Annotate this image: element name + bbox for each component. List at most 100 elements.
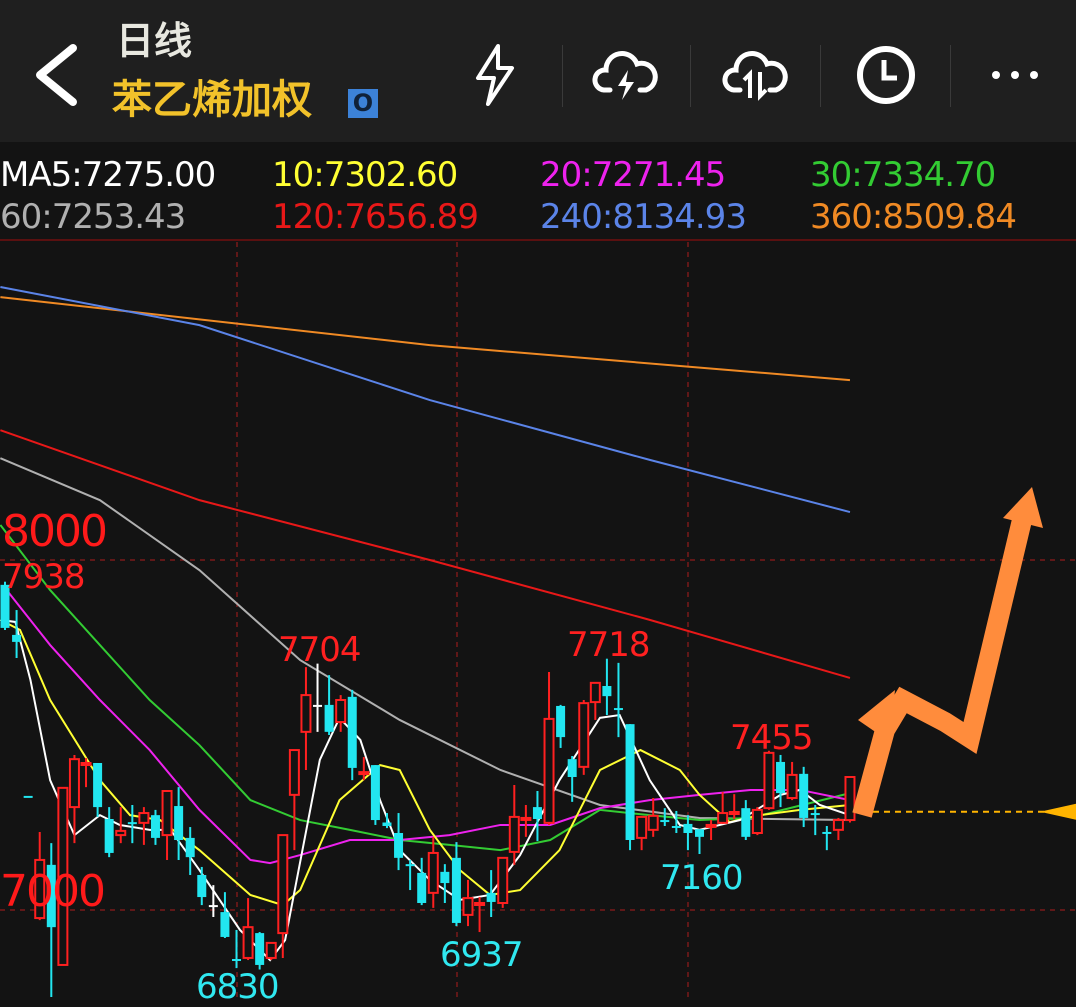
candle (313, 663, 323, 732)
candle (324, 675, 334, 735)
candle (532, 791, 542, 842)
candle-body (451, 857, 461, 923)
back-chevron-icon[interactable] (28, 40, 88, 110)
candle (265, 941, 277, 961)
top-bar: 日线 苯乙烯加权 O (0, 0, 1076, 142)
candle (751, 807, 763, 836)
candle-body (34, 858, 46, 920)
candle-body (763, 751, 775, 810)
candle-body (232, 959, 241, 961)
high-label: 7938 (2, 557, 86, 597)
candle (358, 757, 370, 781)
ma-legend-item: 10:7302.60 (272, 155, 458, 195)
low-label: 6937 (440, 935, 524, 975)
high-label: 7718 (567, 625, 651, 665)
low-label: 7160 (660, 858, 744, 898)
candle (556, 704, 566, 748)
candle-body (0, 584, 10, 628)
candle (717, 792, 729, 824)
candle (150, 809, 160, 845)
separator (950, 45, 951, 107)
candle (405, 859, 415, 891)
clock-icon[interactable] (851, 40, 921, 110)
lightning-icon[interactable] (460, 40, 530, 110)
candle-body (543, 717, 555, 824)
candle (636, 815, 648, 851)
candle-body (12, 634, 22, 642)
candle-body (832, 819, 844, 831)
candle (382, 813, 392, 829)
candle-body (810, 813, 820, 816)
candle (497, 856, 509, 908)
ma-legend-item: 20:7271.45 (540, 155, 726, 195)
candle-body (405, 864, 415, 867)
separator (690, 45, 691, 107)
candle-body (741, 808, 751, 837)
cloud-lightning-icon[interactable] (590, 40, 660, 110)
candle (300, 667, 312, 770)
candle (115, 807, 127, 844)
candle (335, 695, 347, 732)
candle-body (717, 812, 729, 824)
candle (197, 866, 207, 906)
candle-body (46, 864, 56, 928)
candle-body (520, 816, 532, 821)
candle (242, 898, 254, 961)
candle-body (751, 808, 763, 835)
candle (68, 754, 80, 844)
candle (810, 805, 820, 836)
candle (174, 787, 184, 860)
candle (832, 817, 844, 840)
candle-body (705, 823, 717, 828)
candle (625, 724, 635, 851)
candle-body (647, 814, 659, 831)
candle (613, 662, 623, 738)
candle-body (288, 749, 300, 796)
last-price-pointer (1040, 803, 1076, 820)
candle-body (613, 708, 623, 711)
candle-body (474, 902, 486, 906)
ma10-line (0, 618, 851, 907)
instrument-name[interactable]: 苯乙烯加权 (112, 77, 312, 123)
candle-body (347, 696, 357, 768)
candle (602, 658, 612, 716)
low-label: 6830 (196, 967, 280, 1007)
candle (417, 857, 427, 906)
ma5-line (0, 618, 851, 962)
candle (474, 897, 486, 933)
candle (763, 750, 775, 810)
cloud-sync-icon[interactable] (720, 40, 790, 110)
candle-body (497, 856, 509, 904)
candle-body (174, 806, 184, 840)
candle (80, 758, 92, 788)
more-dots-icon[interactable] (980, 40, 1050, 110)
candle (347, 689, 357, 781)
candle-body (556, 705, 566, 738)
candle-body (578, 702, 590, 768)
candle-body (440, 871, 450, 884)
candle (394, 813, 404, 871)
candle (520, 805, 532, 837)
ma-legend-item: 30:7334.70 (810, 155, 996, 195)
candle (12, 610, 22, 658)
candle-body (220, 912, 230, 937)
candle-body (671, 826, 681, 828)
candle (695, 829, 704, 854)
candle (508, 785, 520, 865)
ma360-line (0, 296, 851, 382)
candle-body (776, 761, 786, 794)
candle-body (104, 819, 114, 853)
candle (220, 892, 230, 938)
candle-body (532, 807, 542, 819)
ma120-line (0, 429, 851, 679)
candle-body (427, 851, 439, 894)
candle-body (23, 795, 33, 798)
period-label[interactable]: 日线 (116, 19, 193, 63)
candle-body (844, 776, 856, 822)
candle (208, 885, 218, 917)
separator (562, 45, 563, 107)
candle (93, 763, 103, 817)
candle-body (786, 773, 798, 800)
candle-body (636, 815, 648, 839)
